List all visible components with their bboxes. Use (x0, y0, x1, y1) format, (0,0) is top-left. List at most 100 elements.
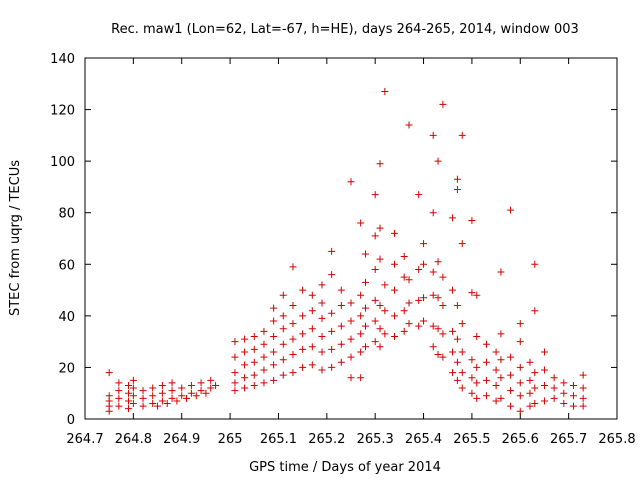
data-point (434, 258, 442, 266)
data-point (231, 369, 239, 377)
data-point (231, 353, 239, 361)
data-point (449, 286, 457, 294)
data-point (415, 322, 423, 330)
data-point (540, 348, 548, 356)
data-point (279, 312, 287, 320)
data-point (125, 389, 133, 397)
y-tick-label: 20 (58, 361, 75, 376)
data-point (299, 312, 307, 320)
data-point (516, 407, 524, 415)
data-point (337, 322, 345, 330)
data-point (531, 400, 539, 408)
data-point (400, 307, 408, 315)
data-point (560, 379, 568, 387)
data-point (420, 294, 428, 302)
data-point (458, 369, 466, 377)
y-tick-label: 140 (50, 52, 75, 67)
data-point (429, 343, 437, 351)
y-tick-label: 0 (67, 413, 75, 428)
data-point (400, 327, 408, 335)
data-point (328, 345, 336, 353)
data-point (318, 281, 326, 289)
data-point (289, 302, 297, 310)
data-point (405, 276, 413, 284)
data-point (434, 351, 442, 359)
data-point (405, 299, 413, 307)
data-point (371, 232, 379, 240)
data-point (497, 356, 505, 364)
data-point (149, 384, 157, 392)
data-point (115, 379, 123, 387)
data-point (168, 387, 176, 395)
data-point (371, 317, 379, 325)
data-point (231, 338, 239, 346)
x-tick-label: 264.9 (163, 432, 200, 447)
data-point (391, 286, 399, 294)
data-point (420, 240, 428, 248)
data-point (550, 394, 558, 402)
data-point (260, 379, 268, 387)
data-point (299, 363, 307, 371)
data-point (458, 384, 466, 392)
data-point (516, 320, 524, 328)
data-point (507, 371, 515, 379)
data-point (347, 178, 355, 186)
data-point (362, 304, 370, 312)
data-point (473, 379, 481, 387)
data-point (579, 384, 587, 392)
data-point (560, 400, 568, 408)
data-point (516, 392, 524, 400)
data-point (376, 255, 384, 263)
y-tick-label: 120 (50, 104, 75, 119)
data-point (250, 358, 258, 366)
data-point (415, 191, 423, 199)
data-point (299, 330, 307, 338)
data-point (569, 392, 577, 400)
data-point (347, 335, 355, 343)
data-point (299, 345, 307, 353)
data-point (526, 376, 534, 384)
data-point (149, 400, 157, 408)
data-point (308, 343, 316, 351)
data-point (468, 374, 476, 382)
data-point (187, 389, 195, 397)
data-point (371, 338, 379, 346)
data-point (260, 340, 268, 348)
data-point (531, 260, 539, 268)
data-point (400, 253, 408, 261)
data-point (473, 332, 481, 340)
data-point (482, 340, 490, 348)
plot-frame (84, 57, 618, 420)
data-point (420, 317, 428, 325)
data-point (347, 317, 355, 325)
data-point (357, 374, 365, 382)
data-point (105, 392, 113, 400)
data-point (391, 260, 399, 268)
x-tick-label: 265.6 (502, 432, 539, 447)
data-point (279, 356, 287, 364)
data-point (168, 379, 176, 387)
data-point (250, 381, 258, 389)
data-point (289, 369, 297, 377)
data-point (391, 332, 399, 340)
data-point (526, 358, 534, 366)
data-point (453, 186, 461, 194)
data-point (362, 343, 370, 351)
data-point (289, 320, 297, 328)
data-point (376, 224, 384, 232)
data-point (357, 330, 365, 338)
data-point (260, 327, 268, 335)
data-point (453, 175, 461, 183)
data-point (468, 356, 476, 364)
data-point (540, 381, 548, 389)
data-point (453, 335, 461, 343)
data-point (453, 376, 461, 384)
data-point (449, 327, 457, 335)
x-tick-label: 265.4 (405, 432, 442, 447)
data-point (357, 219, 365, 227)
data-point (434, 157, 442, 165)
data-point (270, 332, 278, 340)
data-point (178, 384, 186, 392)
data-point (125, 381, 133, 389)
data-point (391, 312, 399, 320)
